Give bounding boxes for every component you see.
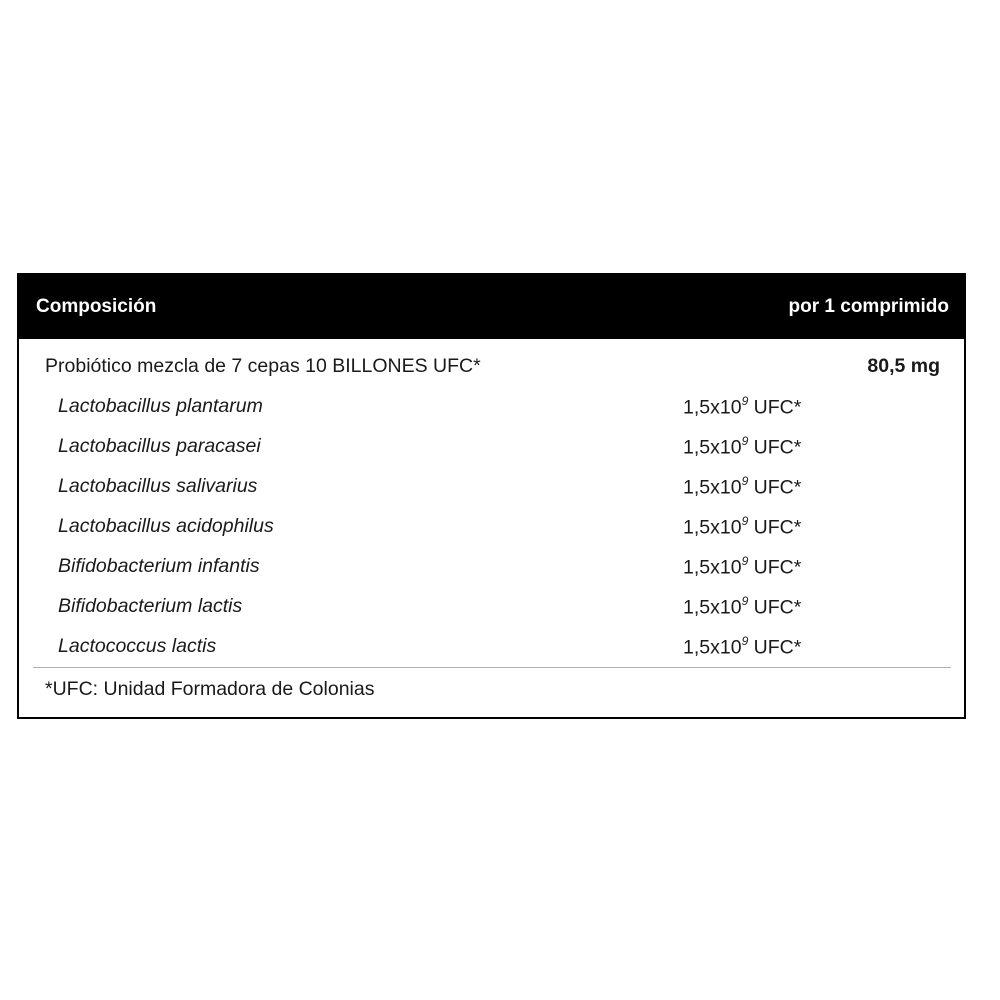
strain-amount: 1,5x109 UFC* <box>683 434 802 460</box>
strain-amount: 1,5x109 UFC* <box>683 594 802 620</box>
amount-base: 1,5x10 <box>683 516 742 539</box>
strain-amount: 1,5x109 UFC* <box>683 394 802 420</box>
footnote: *UFC: Unidad Formadora de Colonias <box>45 678 375 700</box>
table-row-strain: Lactobacillus acidophilus 1,5x109 UFC* <box>19 514 964 555</box>
table-header: Composición por 1 comprimido <box>19 275 964 339</box>
composition-table: Composición por 1 comprimido Probiótico … <box>17 273 966 719</box>
strain-name: Lactobacillus plantarum <box>58 395 263 417</box>
ingredient-name: Probiótico mezcla de 7 cepas 10 BILLONES… <box>45 355 481 377</box>
table-row-strain: Lactobacillus salivarius 1,5x109 UFC* <box>19 474 964 515</box>
amount-unit: UFC* <box>748 516 802 539</box>
strain-name: Bifidobacterium infantis <box>58 555 260 577</box>
header-per-tablet: por 1 comprimido <box>788 296 949 317</box>
strain-amount: 1,5x109 UFC* <box>683 474 802 500</box>
amount-unit: UFC* <box>748 596 802 619</box>
amount-base: 1,5x10 <box>683 556 742 579</box>
strain-amount: 1,5x109 UFC* <box>683 554 802 580</box>
amount-unit: UFC* <box>748 636 802 659</box>
ingredient-amount: 80,5 mg <box>867 355 940 377</box>
divider <box>33 667 951 668</box>
strain-amount: 1,5x109 UFC* <box>683 634 802 660</box>
amount-unit: UFC* <box>748 396 802 419</box>
header-composition: Composición <box>36 296 157 317</box>
strain-name: Lactobacillus acidophilus <box>58 515 274 537</box>
amount-base: 1,5x10 <box>683 436 742 459</box>
amount-base: 1,5x10 <box>683 596 742 619</box>
table-row-strain: Bifidobacterium infantis 1,5x109 UFC* <box>19 554 964 595</box>
table-row-strain: Lactobacillus paracasei 1,5x109 UFC* <box>19 434 964 475</box>
amount-unit: UFC* <box>748 476 802 499</box>
strain-name: Bifidobacterium lactis <box>58 595 243 617</box>
strain-amount: 1,5x109 UFC* <box>683 514 802 540</box>
amount-exponent: 9 <box>741 394 749 408</box>
strain-name: Lactococcus lactis <box>58 635 217 657</box>
amount-exponent: 9 <box>741 474 749 488</box>
amount-exponent: 9 <box>741 514 749 528</box>
amount-exponent: 9 <box>741 634 749 648</box>
amount-exponent: 9 <box>741 594 749 608</box>
table-row-strain: Lactobacillus plantarum 1,5x109 UFC* <box>19 394 964 435</box>
strain-name: Lactobacillus paracasei <box>58 435 261 457</box>
table-row-strain: Bifidobacterium lactis 1,5x109 UFC* <box>19 594 964 635</box>
strain-name: Lactobacillus salivarius <box>58 475 258 497</box>
amount-exponent: 9 <box>741 554 749 568</box>
amount-base: 1,5x10 <box>683 396 742 419</box>
amount-base: 1,5x10 <box>683 636 742 659</box>
amount-base: 1,5x10 <box>683 476 742 499</box>
amount-exponent: 9 <box>741 434 749 448</box>
amount-unit: UFC* <box>748 436 802 459</box>
amount-unit: UFC* <box>748 556 802 579</box>
table-row-strain: Lactococcus lactis 1,5x109 UFC* <box>19 634 964 675</box>
table-row-main: Probiótico mezcla de 7 cepas 10 BILLONES… <box>19 355 964 395</box>
